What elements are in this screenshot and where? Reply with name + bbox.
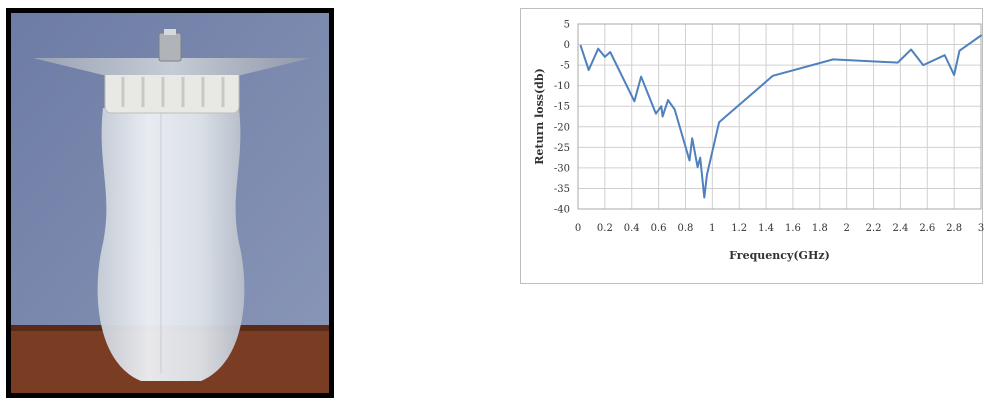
x-tick-label: 0 [575,223,581,234]
x-tick-label: 1.6 [785,223,801,234]
bottle-cap [104,68,240,114]
x-axis-label: Frequency(GHz) [729,249,830,262]
y-tick-label: 0 [564,40,570,51]
x-tick-label: 0.4 [624,223,640,234]
sma-connector [158,32,182,62]
x-tick-label: 2 [843,223,849,234]
x-tick-label: 1.4 [758,223,774,234]
y-axis-label: Return loss(db) [533,68,546,165]
y-tick-label: -40 [554,205,570,216]
x-tick-label: 1.2 [731,223,747,234]
antenna-bottle-illustration [11,13,329,393]
return-loss-series-line [579,34,982,199]
x-tick-label: 2.2 [866,223,882,234]
y-tick-label: -35 [554,184,570,195]
x-tick-label: 1.8 [812,223,828,234]
chart-svg: 5 0 -5 -10 -15 -20 -25 -30 -35 -40 0 0.2 0.4 0.6 0.8 1 1… [533,20,984,263]
ground-plane-plate [33,58,311,75]
y-tick-label: 5 [564,20,570,31]
y-tick-label: -15 [554,102,570,113]
y-tick-label: -10 [554,81,570,92]
y-tick-label: -5 [560,61,570,72]
connector-pin [164,29,176,35]
y-tick-label: -30 [554,163,570,174]
x-tick-label: 1 [709,223,715,234]
x-tick-label: 3 [978,223,984,234]
x-tick-label: 0.6 [651,223,667,234]
x-tick-label: 2.4 [892,223,908,234]
x-tick-label: 2.8 [946,223,962,234]
x-tick-label: 2.6 [919,223,935,234]
y-tick-label: -25 [554,143,570,154]
return-loss-chart: 5 0 -5 -10 -15 -20 -25 -30 -35 -40 0 0.2 0.4 0.6 0.8 1 1… [520,8,984,284]
plastic-bottle [97,108,245,381]
plot-area-frame [577,23,982,210]
antenna-bottle-photo [6,8,334,398]
x-tick-label: 0.8 [678,223,694,234]
x-tick-label: 0.2 [597,223,613,234]
y-tick-label: -20 [554,122,570,133]
